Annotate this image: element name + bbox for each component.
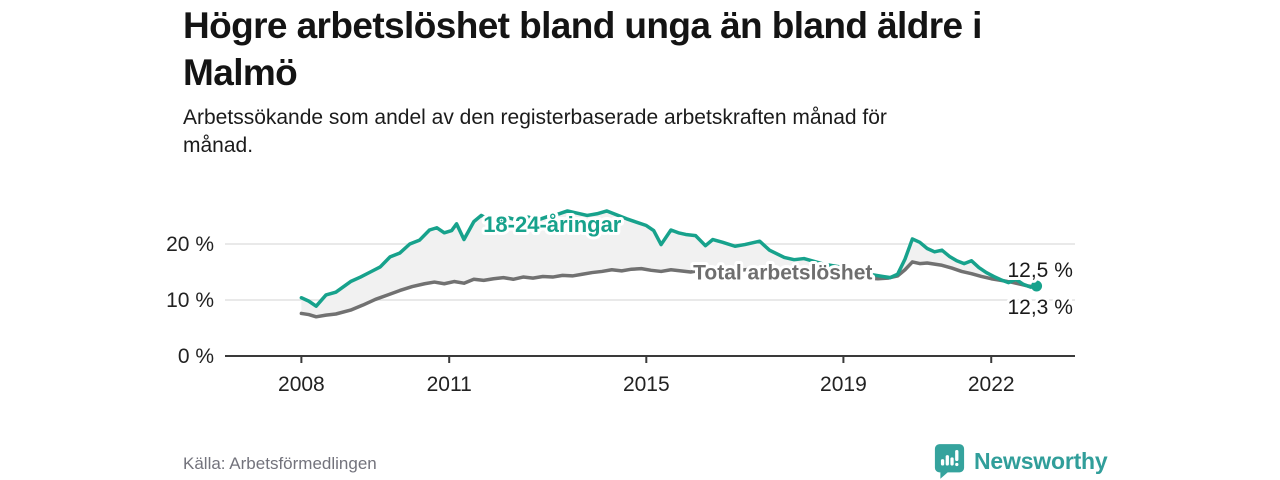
source-note: Källa: Arbetsförmedlingen [183, 454, 377, 473]
newsworthy-logo[interactable]: Newsworthy [934, 443, 1108, 479]
chart-annotation: 12,3 % [1007, 296, 1072, 319]
chart-annotation: 18-24-åringar [483, 212, 622, 237]
page-title: Högre arbetslöshet bland unga än bland ä… [183, 2, 1113, 96]
chart-subtitle: Arbetssökande som andel av den registerb… [183, 104, 1043, 160]
chart-subtitle-line-1: Arbetssökande som andel av den registerb… [183, 106, 887, 129]
x-tick-label: 2011 [427, 373, 472, 396]
chart-annotation: 12,5 % [1007, 259, 1072, 282]
x-tick-label: 2008 [278, 373, 325, 396]
y-tick-label: 20 % [166, 233, 214, 256]
x-tick-label: 2015 [623, 373, 670, 396]
page-title-line-1: Högre arbetslöshet bland unga än bland ä… [183, 5, 982, 46]
y-tick-label: 10 % [166, 289, 214, 312]
newsworthy-wordmark: Newsworthy [974, 447, 1108, 474]
series-line-1 [299, 260, 1039, 319]
y-tick-label: 0 % [178, 345, 214, 368]
newsworthy-bubble-chart-icon [934, 444, 965, 479]
series-line-0 [299, 209, 1039, 308]
page-title-line-2: Malmö [183, 52, 298, 93]
chart-subtitle-line-2: månad. [183, 134, 254, 157]
x-tick-label: 2019 [820, 373, 867, 396]
fill-between-area [301, 210, 1037, 317]
x-tick-label: 2022 [968, 373, 1015, 396]
chart-annotation: Total arbetslöshet [693, 261, 872, 284]
series-end-dot [1031, 280, 1043, 292]
